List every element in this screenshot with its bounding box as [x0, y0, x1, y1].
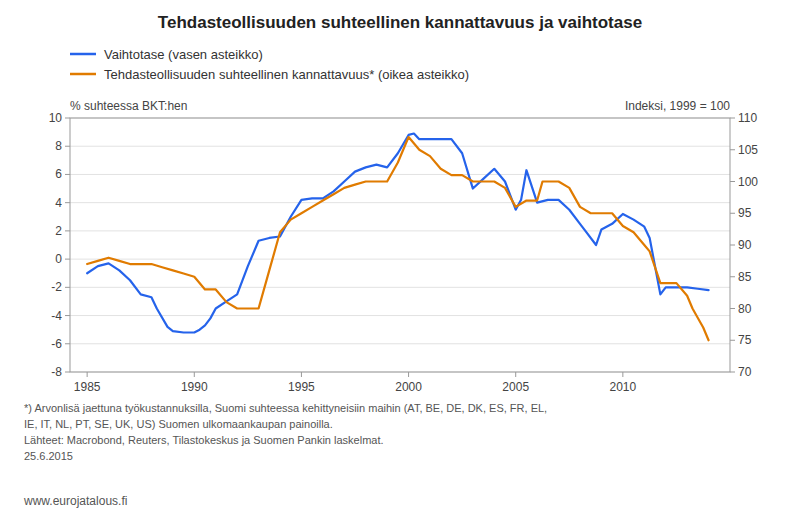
x-tick — [408, 372, 409, 377]
x-tick-label: 1985 — [74, 380, 101, 394]
y-tick-label: 2 — [55, 224, 62, 238]
y2-tick-label: 95 — [738, 206, 752, 220]
legend-swatch — [70, 73, 96, 76]
legend-entry: Vaihtotase (vasen asteikko) — [104, 47, 263, 62]
grid-line — [70, 315, 730, 316]
y2-tick-label: 110 — [738, 111, 757, 125]
x-tick-label: 2010 — [610, 380, 637, 394]
y2-tick-label: 80 — [738, 302, 752, 316]
y2-tick-label: 105 — [738, 143, 758, 157]
y-tick — [65, 259, 70, 260]
y2-tick — [730, 149, 735, 150]
legend-entry: Tehdasteollisuuden suhteellinen kannatta… — [104, 67, 469, 82]
website: www.eurojatalous.fi — [23, 494, 127, 508]
footnote: 25.6.2015 — [24, 450, 73, 462]
grid-line — [70, 202, 730, 203]
y-tick — [65, 202, 70, 203]
grid-line — [70, 343, 730, 344]
x-tick-label: 1990 — [181, 380, 208, 394]
y2-tick-label: 100 — [738, 175, 758, 189]
y-tick-label: 4 — [55, 196, 62, 210]
y-tick — [65, 146, 70, 147]
x-tick — [622, 372, 623, 377]
y-tick — [65, 230, 70, 231]
y-tick-label: -6 — [51, 337, 62, 351]
x-tick-label: 1995 — [288, 380, 315, 394]
grid-line — [70, 146, 730, 147]
y2-tick-label: 75 — [738, 333, 752, 347]
grid-line — [70, 259, 730, 260]
y2-tick — [730, 340, 735, 341]
x-tick-label: 2000 — [395, 380, 422, 394]
x-tick — [194, 372, 195, 377]
y2-axis-label: Indeksi, 1999 = 100 — [625, 99, 730, 113]
y2-tick — [730, 372, 735, 373]
y2-tick — [730, 118, 735, 119]
y2-tick — [730, 213, 735, 214]
chart: Tehdasteollisuuden suhteellinen kannatta… — [0, 0, 800, 522]
y-tick — [65, 174, 70, 175]
y-tick-label: -2 — [51, 280, 62, 294]
y2-tick — [730, 181, 735, 182]
x-tick — [87, 372, 88, 377]
y2-tick-label: 90 — [738, 238, 752, 252]
y-tick-label: 10 — [49, 111, 63, 125]
plot-frame — [70, 118, 730, 372]
y-tick-label: -4 — [51, 309, 62, 323]
legend-swatch — [70, 53, 96, 56]
footnote: *) Arvonlisä jaettuna työkustannuksilla,… — [24, 402, 547, 414]
y2-tick-label: 70 — [738, 365, 752, 379]
y2-tick — [730, 245, 735, 246]
y-tick-label: 8 — [55, 139, 62, 153]
y-tick — [65, 118, 70, 119]
y-tick — [65, 343, 70, 344]
y-axis-label: % suhteessa BKT:hen — [70, 99, 187, 113]
x-tick — [515, 372, 516, 377]
x-tick-label: 2005 — [502, 380, 529, 394]
grid-line — [70, 287, 730, 288]
y-tick-label: 0 — [55, 252, 62, 266]
y2-tick — [730, 308, 735, 309]
y-tick-label: 6 — [55, 167, 62, 181]
y2-tick — [730, 276, 735, 277]
footnote: IE, IT, NL, PT, SE, UK, US) Suomen ulkom… — [24, 418, 333, 430]
y-tick — [65, 287, 70, 288]
lines — [87, 134, 708, 341]
y-tick-label: -8 — [51, 365, 62, 379]
series-line — [87, 137, 708, 340]
y2-tick-label: 85 — [738, 270, 752, 284]
x-tick — [301, 372, 302, 377]
footnote: Lähteet: Macrobond, Reuters, Tilastokesk… — [24, 434, 384, 446]
y-tick — [65, 372, 70, 373]
y-tick — [65, 315, 70, 316]
title: Tehdasteollisuuden suhteellinen kannatta… — [158, 13, 642, 32]
grid-line — [70, 174, 730, 175]
